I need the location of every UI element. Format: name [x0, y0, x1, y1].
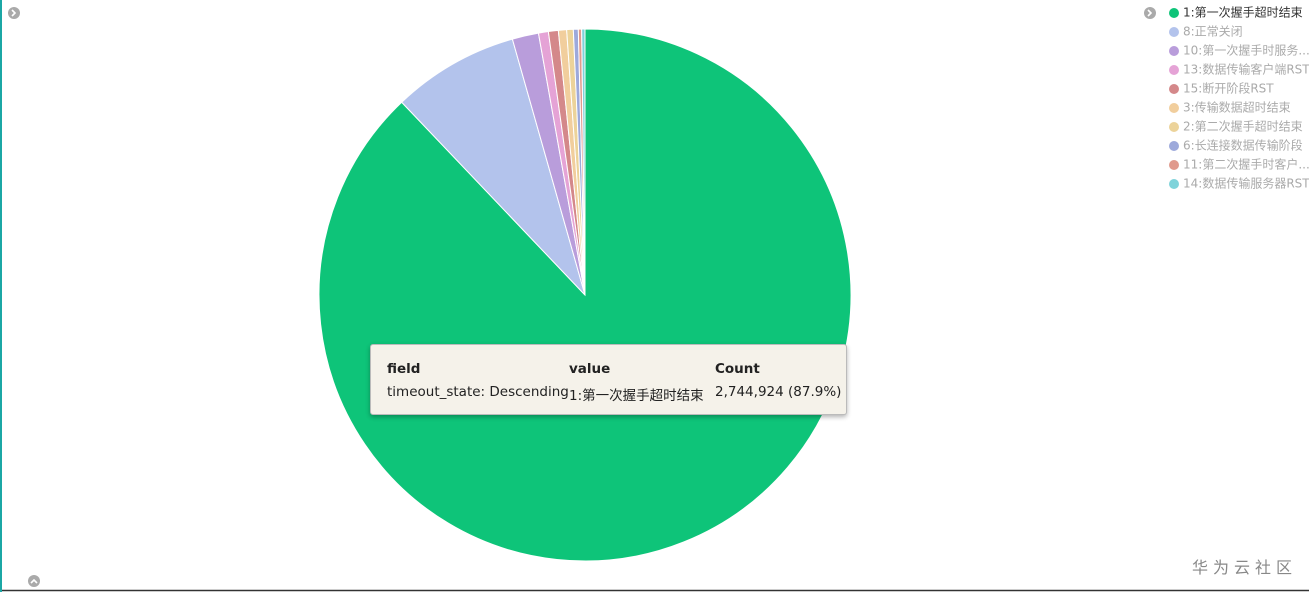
legend-label[interactable]: 6:长连接数据传输阶段 — [1183, 138, 1303, 153]
legend-marker — [1169, 84, 1179, 94]
pie-slice — [581, 28, 586, 296]
legend-marker — [1169, 103, 1179, 113]
toggle-arrow — [11, 9, 17, 17]
legend-label[interactable]: 10:第一次握手时服务... — [1183, 43, 1309, 58]
tooltip: field value Count timeout_state: Descend… — [370, 344, 847, 415]
legend-toggle-arrow — [1147, 9, 1153, 17]
legend-marker — [1169, 65, 1179, 75]
legend-marker — [1169, 27, 1179, 37]
legend-label[interactable]: 2:第二次握手超时结束 — [1183, 119, 1303, 134]
pie-slice — [400, 38, 586, 296]
legend-marker — [1169, 160, 1179, 170]
watermark: 华为云社区 — [1191, 558, 1297, 577]
tooltip-header: value — [569, 361, 611, 377]
legend-marker — [1169, 141, 1179, 151]
legend-marker — [1169, 8, 1179, 18]
legend-label[interactable]: 1:第一次握手超时结束 — [1183, 5, 1303, 20]
legend-label[interactable]: 3:传输数据超时结束 — [1183, 100, 1291, 115]
legend-label[interactable]: 14:数据传输服务器RST — [1183, 176, 1309, 191]
legend-label[interactable]: 15:断开阶段RST — [1183, 81, 1274, 96]
tooltip-header: Count — [715, 361, 760, 377]
tooltip-cell: 2,744,924 (87.9%) — [715, 384, 842, 400]
legend-marker — [1169, 122, 1179, 132]
legend-label[interactable]: 11:第二次握手时客户... — [1183, 157, 1309, 172]
tooltip-header: field — [387, 361, 421, 377]
legend-marker — [1169, 46, 1179, 56]
legend-label[interactable]: 13:数据传输客户端RST — [1183, 62, 1309, 77]
legend-marker — [1169, 179, 1179, 189]
collapse-arrow — [30, 578, 38, 584]
tooltip-cell: 1:第一次握手超时结束 — [569, 388, 704, 404]
tooltip-cell: timeout_state: Descending — [387, 384, 569, 400]
legend-label[interactable]: 8:正常关闭 — [1183, 25, 1243, 39]
